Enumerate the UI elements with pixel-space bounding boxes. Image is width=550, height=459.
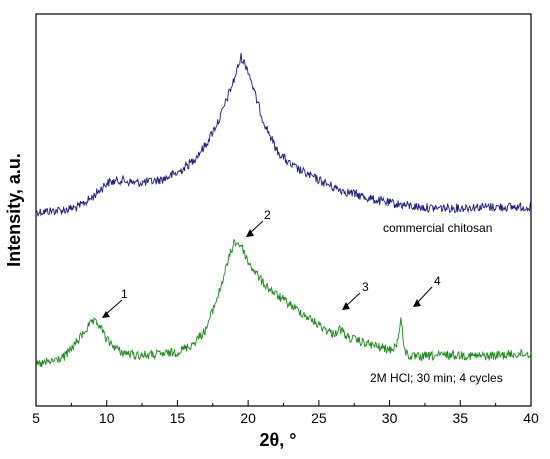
peak-marker-4: 4 xyxy=(413,274,441,307)
x-tick-label: 10 xyxy=(99,410,115,426)
y-axis-title: Intensity, a.u. xyxy=(4,153,24,267)
x-tick-label: 30 xyxy=(382,410,398,426)
x-tick-label: 35 xyxy=(452,410,468,426)
x-axis-title: 2θ, ° xyxy=(260,430,297,450)
peak-label-2: 2 xyxy=(264,208,271,222)
x-tick-label: 40 xyxy=(523,410,539,426)
plot-frame xyxy=(35,13,532,407)
peak-marker-1: 1 xyxy=(102,287,128,318)
x-axis-ticks: 5 10 15 20 25 30 35 40 xyxy=(32,400,539,426)
x-tick-label: 20 xyxy=(240,410,256,426)
label-treated-sample: 2M HCl; 30 min; 4 cycles xyxy=(370,371,503,385)
peak-label-4: 4 xyxy=(434,274,441,288)
peak-label-1: 1 xyxy=(121,287,128,301)
peak-marker-3: 3 xyxy=(342,280,369,310)
series-treated-sample xyxy=(36,238,532,367)
series-commercial-chitosan xyxy=(35,52,532,217)
label-commercial-chitosan: commercial chitosan xyxy=(383,221,492,235)
series-layer xyxy=(35,52,532,367)
x-tick-label: 5 xyxy=(32,410,40,426)
x-tick-label: 15 xyxy=(170,410,186,426)
peak-label-3: 3 xyxy=(362,280,369,294)
x-tick-label: 25 xyxy=(311,410,327,426)
peak-marker-2: 2 xyxy=(246,208,271,237)
